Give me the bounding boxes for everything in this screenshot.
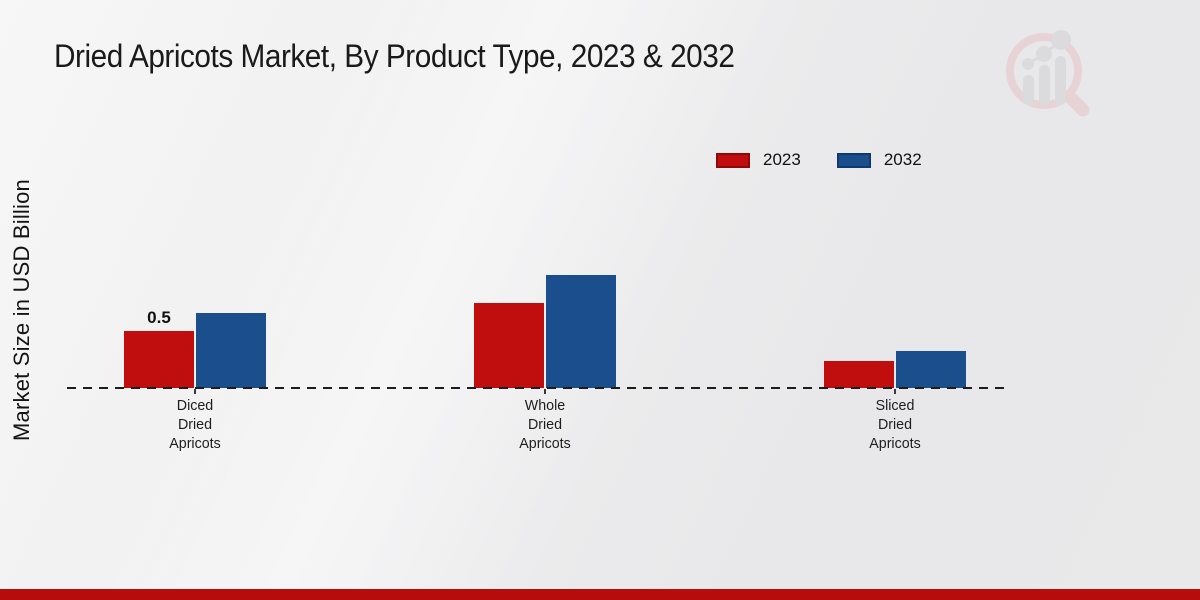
magnifier-bar-chart-logo [1006,30,1090,117]
x-axis-tick [194,389,196,394]
bar-2032-whole-dried-apricots [546,275,616,388]
legend-swatch-2023 [716,152,750,168]
x-axis-tick [894,389,896,394]
bar-2032-sliced-dried-apricots [896,351,966,388]
x-axis-label-whole-dried-apricots: Whole Dried Apricots [519,397,571,452]
x-axis-tick [544,389,546,394]
bar-2023-diced-dried-apricots [124,331,194,388]
bar-2023-whole-dried-apricots [474,303,544,388]
footer-bar [0,589,1200,600]
legend-label-2032: 2032 [883,150,922,169]
x-axis-baseline [67,387,1008,389]
bar-2032-diced-dried-apricots [196,313,266,388]
bar-value-label: 0.5 [147,308,171,327]
chart-title: Dried Apricots Market, By Product Type, … [54,38,735,74]
legend: 2023 2032 [716,150,922,170]
legend-item-2032: 2032 [836,150,922,170]
bar-2023-sliced-dried-apricots [824,361,894,388]
legend-swatch-2032 [836,152,871,168]
legend-item-2023: 2023 [716,150,801,170]
x-axis-label-diced-dried-apricots: Diced Dried Apricots [169,397,221,452]
x-axis-label-sliced-dried-apricots: Sliced Dried Apricots [869,397,921,452]
legend-label-2023: 2023 [763,150,801,169]
